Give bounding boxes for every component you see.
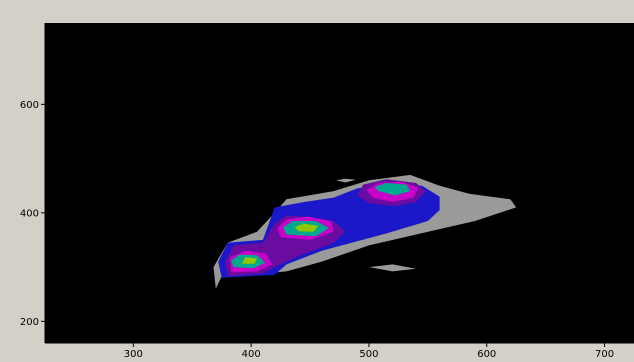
- y-tick-label: 600: [20, 100, 39, 111]
- y-tick-label: 400: [20, 208, 39, 219]
- density-region-level-6: [241, 257, 257, 264]
- density-region-level-6: [294, 223, 319, 232]
- y-tick-label: 200: [20, 317, 39, 328]
- density-region-level-1: [336, 178, 356, 183]
- x-tick-label: 600: [477, 349, 496, 360]
- plot-background: [45, 23, 634, 343]
- x-tick-label: 400: [242, 349, 261, 360]
- density-layer: [213, 174, 517, 289]
- density-region-level-1: [369, 264, 417, 272]
- x-tick-label: 700: [595, 349, 614, 360]
- x-ticks: 300 400 500 600 700: [124, 343, 614, 360]
- y-ticks: 200 400 600: [20, 100, 45, 328]
- x-tick-label: 500: [359, 349, 378, 360]
- x-tick-label: 300: [124, 349, 143, 360]
- density-region-level-5: [374, 183, 411, 196]
